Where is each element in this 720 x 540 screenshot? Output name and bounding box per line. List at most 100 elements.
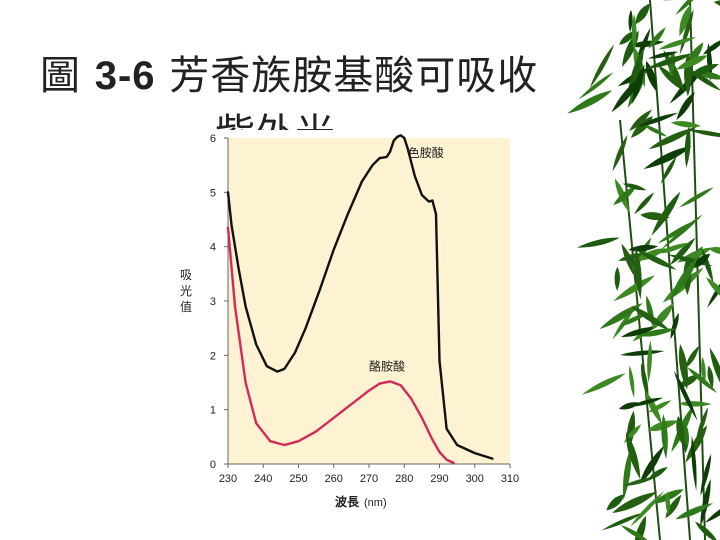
bamboo-leaf	[695, 407, 709, 442]
bamboo-leaf	[631, 305, 670, 331]
bamboo-leaf	[611, 75, 643, 113]
plot-area	[228, 138, 510, 464]
bamboo-leaf	[648, 27, 666, 49]
bamboo-leaf	[631, 14, 637, 52]
x-tick-label: 310	[501, 473, 519, 485]
bamboo-leaf	[639, 445, 665, 484]
bamboo-leaf	[690, 64, 719, 76]
bamboo-leaf	[661, 414, 668, 460]
bamboo-leaf	[618, 313, 648, 327]
bamboo-leaf	[708, 247, 720, 254]
bamboo-leaf	[675, 0, 694, 16]
y-axis-label: 吸光值	[180, 268, 192, 314]
bamboo-leaf	[622, 448, 632, 501]
x-tick-label: 270	[360, 473, 378, 485]
bamboo-leaf	[682, 421, 689, 447]
y-tick-label: 4	[210, 242, 216, 254]
bamboo-leaf	[614, 266, 620, 291]
x-tick-label: 240	[254, 473, 272, 485]
bamboo-leaf	[701, 356, 706, 385]
bamboo-leaf	[576, 237, 620, 248]
bamboo-leaf	[706, 277, 720, 296]
bamboo-leaf	[713, 0, 720, 6]
bamboo-leaf	[665, 494, 682, 519]
bamboo-leaf	[627, 397, 664, 408]
bamboo-leaf	[678, 401, 712, 407]
title-number: 3-6	[94, 54, 156, 98]
bamboo-leaf	[679, 4, 691, 37]
y-tick-label: 3	[210, 296, 216, 308]
bamboo-leaf	[635, 3, 650, 25]
x-tick-label: 260	[325, 473, 343, 485]
bamboo-leaf	[629, 109, 652, 131]
bamboo-leaf	[687, 129, 720, 138]
x-tick-label: 230	[219, 473, 237, 485]
bamboo-leaf	[599, 303, 643, 330]
bamboo-leaf	[678, 187, 714, 208]
y-tick-label: 5	[210, 187, 216, 199]
absorbance-chart: 0 1 2 3 4 5 6 230 240 250 260 270 280 290 300 310 波長 (nm)…	[180, 133, 519, 509]
bamboo-leaf	[642, 124, 668, 137]
bamboo-leaf	[648, 126, 698, 150]
bamboo-leaf	[630, 490, 665, 527]
bamboo-leaf	[702, 40, 720, 55]
x-tick-label: 280	[395, 473, 413, 485]
y-tick-label: 2	[210, 350, 216, 362]
x-tick-label: 290	[430, 473, 448, 485]
title-prefix: 圖	[40, 53, 81, 99]
bamboo-leaf	[619, 350, 665, 356]
y-tick-label: 1	[210, 405, 216, 417]
series-line	[226, 134, 494, 460]
bamboo-leaf	[709, 347, 720, 383]
bamboo-leaf	[620, 525, 648, 540]
bamboo-stem	[689, 0, 706, 540]
bamboo-leaf	[578, 72, 614, 100]
bamboo-leaf	[647, 51, 679, 59]
bamboo-leaf	[660, 214, 703, 250]
bamboo-leaf	[673, 370, 698, 422]
bamboo-leaf	[658, 65, 684, 91]
bamboo-leaf	[676, 91, 695, 121]
bamboo-leaf	[651, 191, 681, 236]
y-tick-label: 6	[210, 133, 216, 145]
bamboo-leaf	[658, 37, 697, 50]
bamboo-leaf	[620, 326, 658, 338]
bamboo-leaf	[622, 183, 647, 191]
bamboo-leaf	[613, 186, 637, 206]
bamboo-leaf	[685, 345, 700, 369]
bamboo-leaf	[700, 478, 711, 528]
bamboo-leaf	[685, 425, 708, 463]
series-label: 色胺酸	[408, 145, 444, 160]
bamboo-leaf	[657, 242, 691, 254]
bamboo-leaf	[700, 453, 712, 496]
x-axis-label: 波長	[335, 494, 360, 509]
x-axis-unit: (nm)	[364, 497, 387, 509]
bamboo-leaf	[625, 431, 641, 480]
bamboo-leaf	[640, 362, 649, 400]
bamboo-leaf	[637, 112, 679, 127]
bamboo-leaf	[640, 212, 670, 221]
bamboo-leaf	[670, 312, 679, 340]
slide-title: 圖 3-6 芳香族胺基酸可吸收	[40, 52, 538, 100]
bamboo-leaf	[687, 367, 718, 394]
bamboo-leaf	[628, 9, 633, 33]
series-label: 酪胺酸	[369, 359, 405, 374]
title-text: 芳香族胺基酸可吸收	[169, 53, 539, 99]
bamboo-leaf	[645, 53, 694, 70]
bamboo-leaf	[665, 491, 671, 516]
bamboo-leaf	[707, 365, 714, 389]
bamboo-leaf	[678, 343, 688, 390]
x-tick-label: 250	[289, 473, 307, 485]
bamboo-leaf	[612, 491, 658, 513]
bamboo-leaf	[676, 415, 685, 446]
bamboo-leaf	[634, 247, 642, 300]
x-tick-label: 300	[466, 473, 484, 485]
bamboo-leaf	[613, 275, 656, 302]
bamboo-leaf	[634, 192, 654, 215]
bamboo-leaf	[704, 509, 720, 523]
bamboo-leaf	[695, 521, 717, 540]
bamboo-leaf	[646, 295, 655, 329]
bamboo-leaf	[638, 328, 677, 337]
bamboo-leaf	[629, 365, 635, 398]
